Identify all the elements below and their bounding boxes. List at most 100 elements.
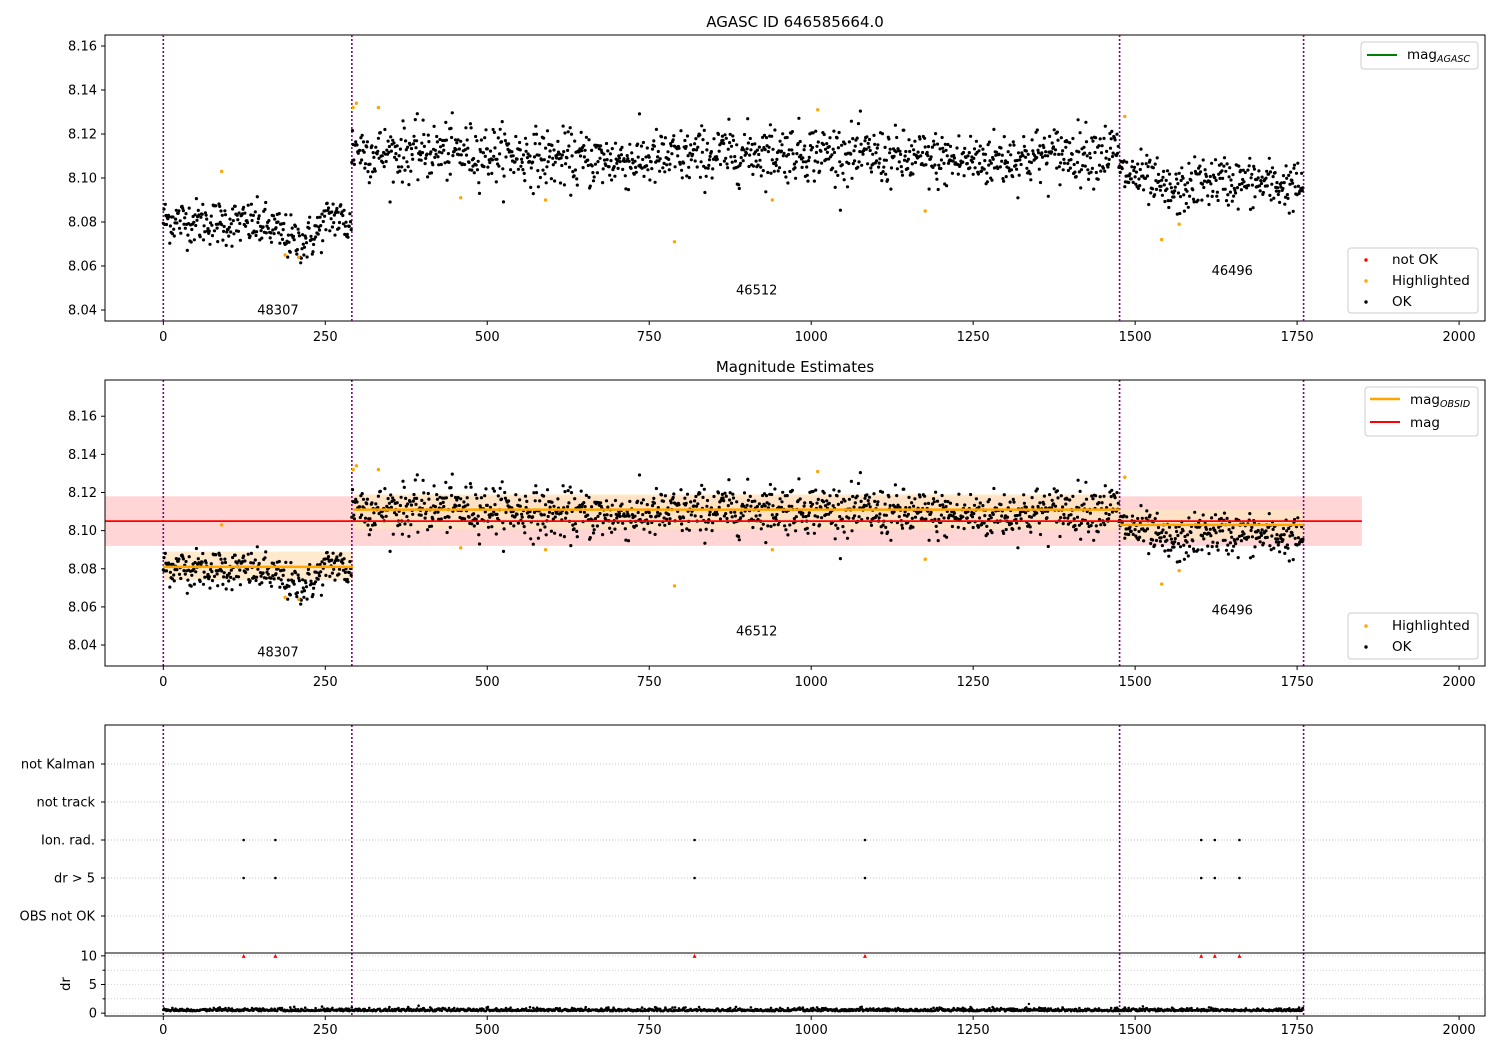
ok-point <box>187 555 191 559</box>
ok-point <box>1002 179 1006 183</box>
ok-point <box>827 157 831 161</box>
ok-point <box>560 153 565 157</box>
flag-point <box>242 876 245 880</box>
ok-point <box>836 526 840 531</box>
ok-point <box>726 166 730 170</box>
dr-point <box>697 1005 701 1009</box>
ok-point <box>534 484 538 488</box>
ok-point <box>935 530 939 534</box>
ok-point <box>693 499 697 503</box>
ok-point <box>254 233 258 238</box>
ok-point <box>394 158 399 162</box>
ok-point <box>604 499 609 503</box>
ok-point <box>1181 176 1185 180</box>
ok-point <box>898 149 902 153</box>
ok-point <box>200 212 204 216</box>
ok-point <box>1038 501 1042 505</box>
ok-point <box>559 156 563 160</box>
ok-point <box>319 251 323 255</box>
ok-point <box>801 156 805 160</box>
ok-point <box>845 536 850 540</box>
ok-point <box>712 137 716 141</box>
ok-point <box>466 503 470 507</box>
ok-point <box>457 147 461 151</box>
ok-point <box>1122 514 1126 518</box>
ok-point <box>308 563 312 567</box>
ok-point <box>640 166 644 170</box>
ok-point <box>503 132 507 136</box>
ok-point <box>763 504 767 508</box>
ok-point <box>728 498 732 502</box>
ok-point <box>181 206 185 210</box>
ok-point <box>809 148 813 152</box>
y-tick-label: 8.04 <box>68 639 97 654</box>
ok-point <box>427 497 431 501</box>
ok-point <box>698 133 702 137</box>
ok-point <box>981 147 985 151</box>
ok-point <box>196 208 200 212</box>
ok-point <box>707 158 712 162</box>
ok-point <box>759 527 763 531</box>
ok-point <box>1154 187 1159 191</box>
ok-point <box>1143 529 1148 533</box>
ok-point <box>438 495 442 499</box>
ok-point <box>911 172 915 176</box>
ok-point <box>1224 199 1229 203</box>
ok-point <box>442 148 446 152</box>
ok-point <box>349 228 353 232</box>
ok-point <box>555 156 559 160</box>
ok-point <box>350 488 355 492</box>
flag-category-label: OBS not OK <box>20 910 96 925</box>
dr-point <box>378 1007 382 1011</box>
top-legend-lines: magAGASC <box>1360 41 1479 70</box>
ok-point <box>411 157 415 161</box>
dr-point <box>368 1006 371 1010</box>
ok-point <box>1234 542 1238 546</box>
ok-point <box>202 224 206 228</box>
ok-point <box>987 163 991 167</box>
ok-point <box>183 226 187 230</box>
ok-point <box>1108 146 1113 150</box>
ok-point <box>802 504 806 508</box>
ok-point <box>1184 201 1188 206</box>
ok-point <box>860 163 864 167</box>
ok-point <box>1110 488 1114 492</box>
ok-point <box>192 567 196 571</box>
x-tick-label: 1250 <box>957 330 990 345</box>
ok-point <box>952 156 957 160</box>
ok-point <box>918 137 922 141</box>
ok-point <box>573 497 577 501</box>
ok-point <box>903 154 907 158</box>
ok-point <box>397 154 401 158</box>
ok-point <box>694 137 698 141</box>
ok-point <box>779 505 784 509</box>
ok-point <box>770 158 774 162</box>
ok-point <box>965 516 969 520</box>
ok-point <box>1086 177 1091 181</box>
ok-point <box>455 141 459 145</box>
ok-point <box>619 153 624 157</box>
ok-point <box>759 174 763 178</box>
ok-point <box>168 585 172 589</box>
ok-point <box>1223 538 1227 542</box>
ok-point <box>202 570 206 574</box>
ok-point <box>402 126 406 130</box>
ok-point <box>912 504 916 508</box>
ok-point <box>703 190 707 195</box>
ok-point <box>886 530 890 534</box>
ok-point <box>443 515 447 520</box>
ok-point <box>880 490 885 494</box>
ok-point <box>987 498 992 502</box>
ok-point <box>1123 536 1127 540</box>
ok-point <box>682 516 686 520</box>
ok-point <box>689 500 693 504</box>
ok-point <box>871 152 875 156</box>
ok-point <box>520 512 524 516</box>
ok-point <box>523 531 527 535</box>
ok-point <box>352 162 356 166</box>
ok-point <box>352 158 356 162</box>
ok-point <box>552 504 556 508</box>
ok-point <box>658 523 662 527</box>
ok-point <box>1291 558 1295 562</box>
ok-point <box>658 512 662 516</box>
